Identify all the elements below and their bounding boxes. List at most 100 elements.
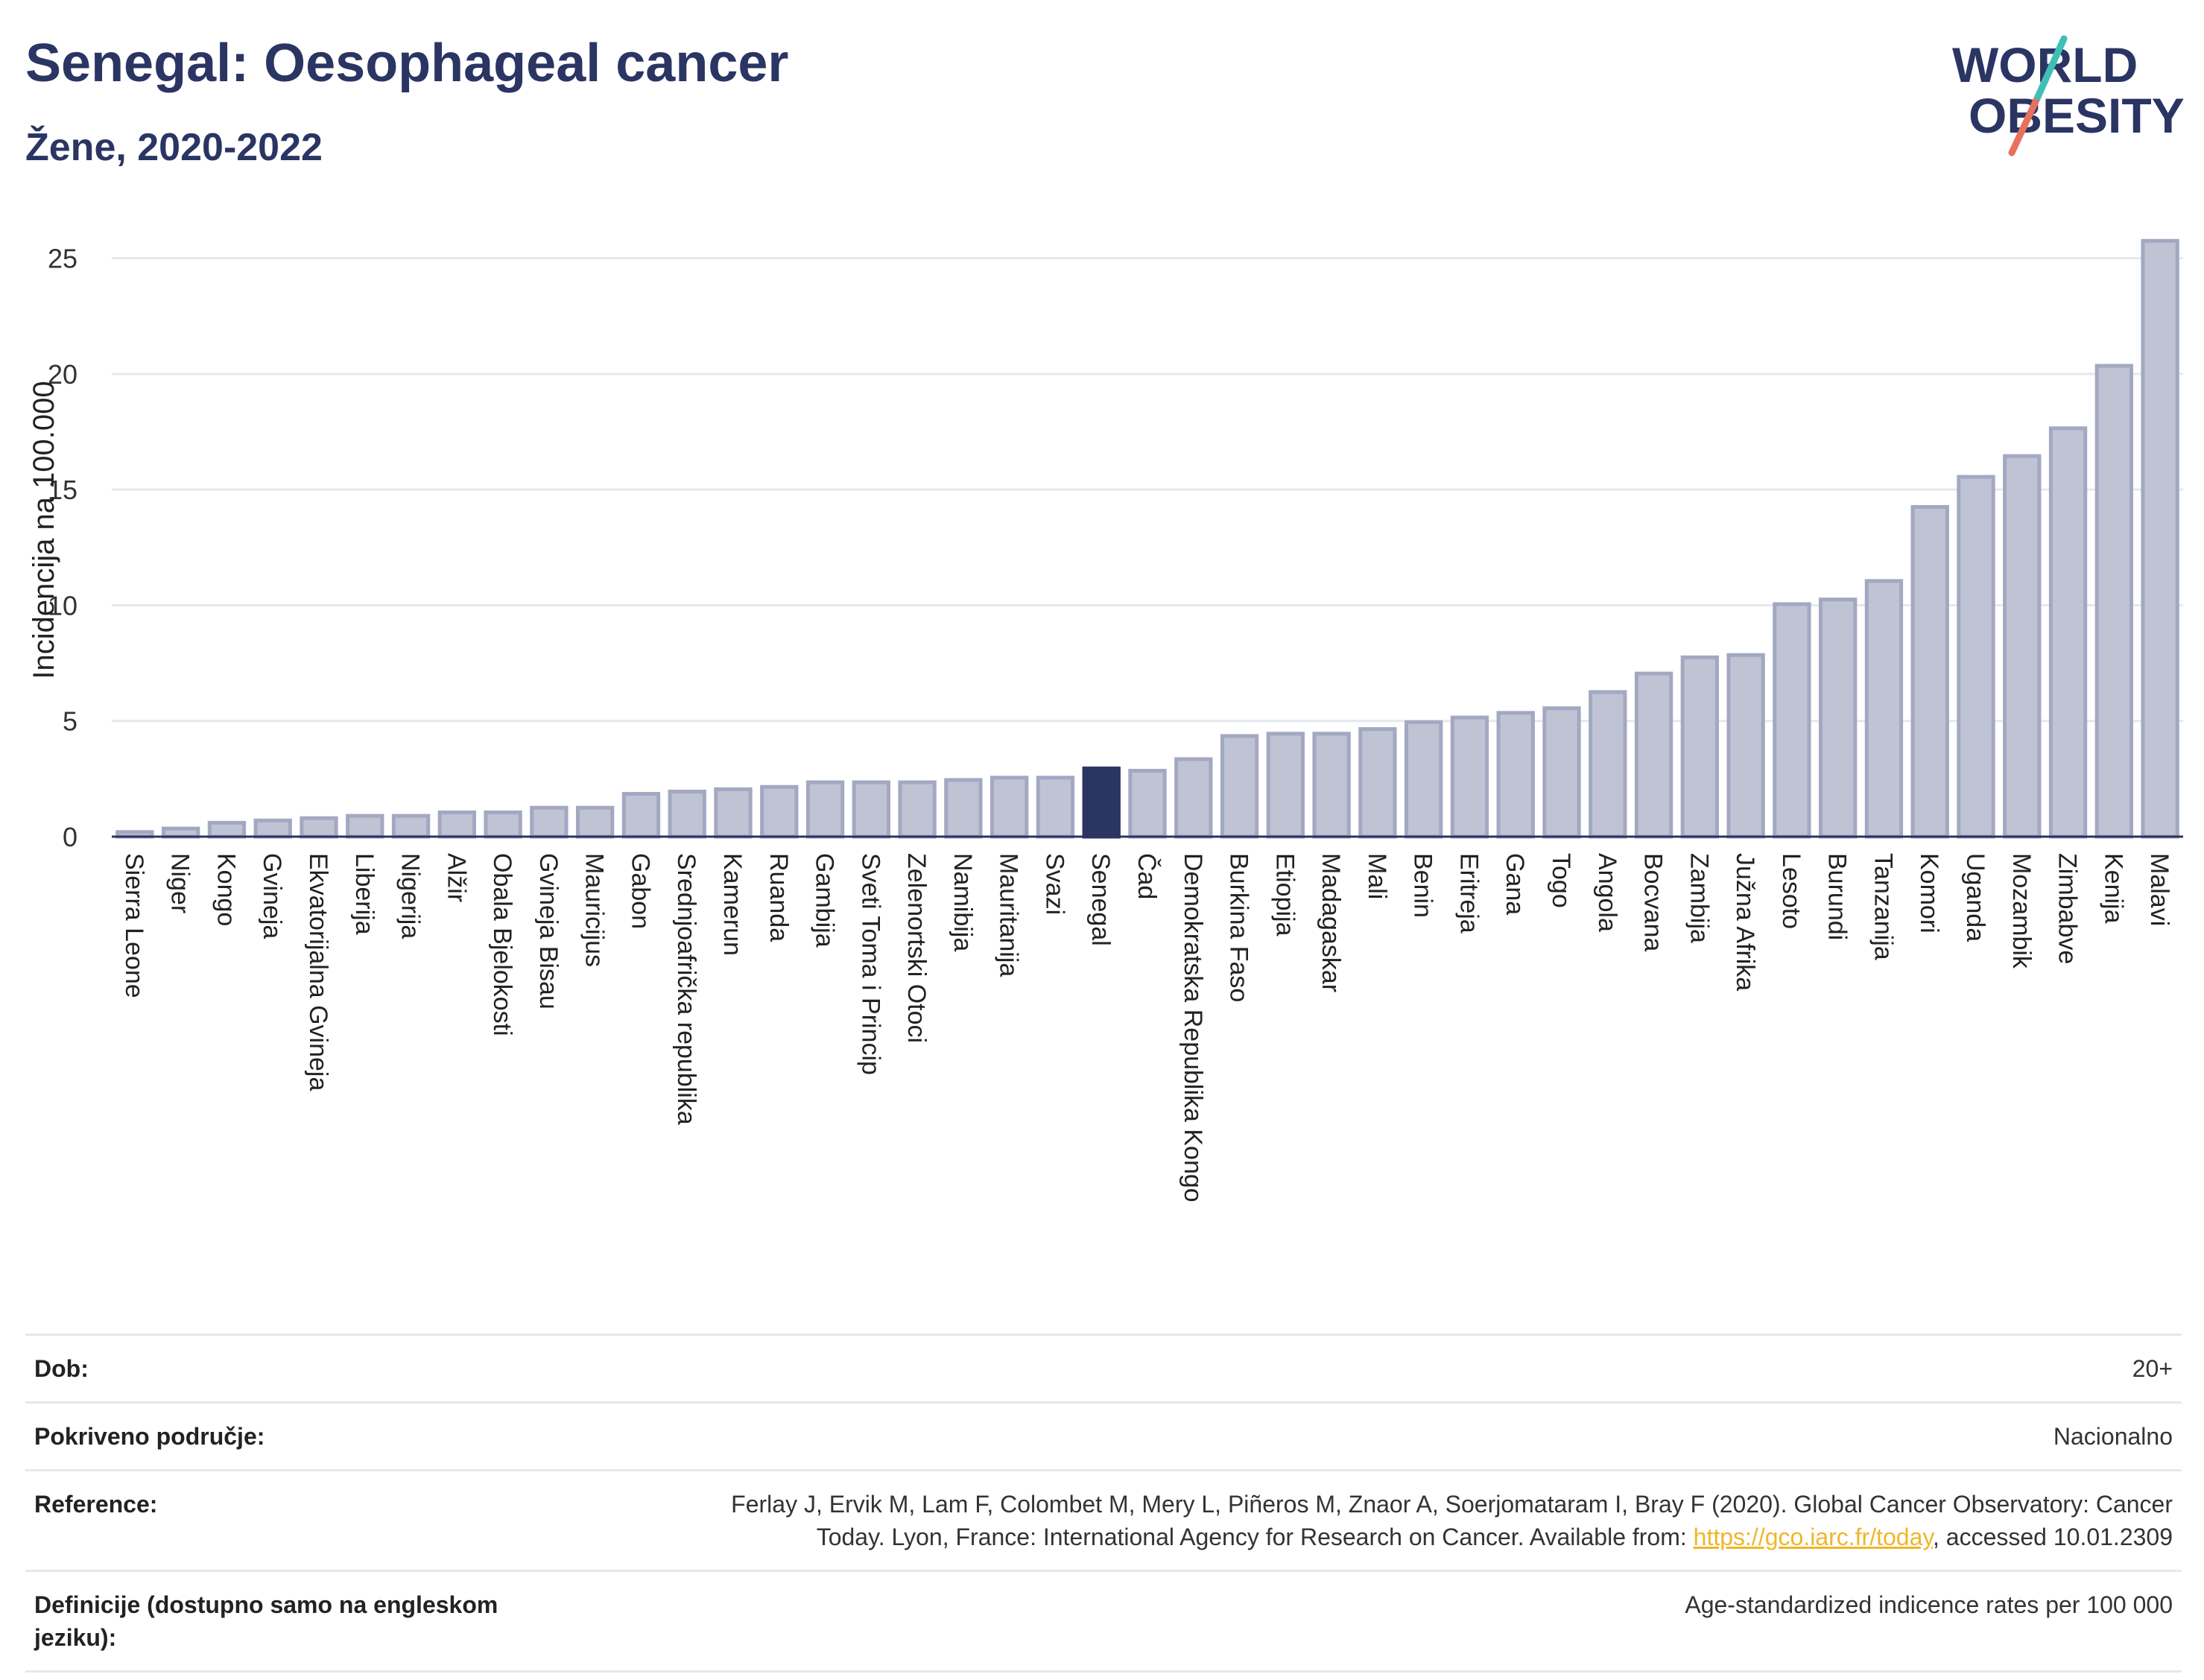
y-tick-label: 15 [48,475,77,505]
bar [484,810,522,839]
x-tick-label: Alžir [442,853,470,902]
bar [391,814,431,839]
x-tick-label: Kenija [2099,853,2127,924]
reference-text-3: , accessed 10.01.2309 [1932,1524,2173,1550]
bar [1450,715,1489,839]
x-tick-label: Bocvana [1639,853,1668,951]
bar [1266,732,1305,839]
bar [1220,734,1259,839]
x-tick-label: Obala Bjelokosti [488,853,516,1036]
bar [1680,655,1720,839]
bar [852,780,890,839]
bar [162,826,200,839]
x-tick-label: Južna Afrika [1731,853,1759,991]
x-tick-label: Gambija [811,853,839,948]
info-row-reference: Reference: Ferlay J, Ervik M, Lam F, Col… [25,1469,2182,1570]
bar [1128,768,1167,839]
bar [805,780,845,839]
x-tick-label: Togo [1547,853,1575,908]
world-obesity-logo: WORLD OBESITY [1952,35,2185,156]
logo-slash-red [2008,93,2042,156]
bar [1819,597,1858,839]
bar [1589,690,1627,839]
x-tick-label: Liberija [350,853,379,935]
bar [1634,671,1673,839]
x-tick-label: Demokratska Republika Kongo [1179,853,1207,1202]
x-tick-label: Mauritanija [995,853,1023,977]
x-tick-label: Gana [1501,853,1529,915]
x-tick-label: Burkina Faso [1225,853,1253,1002]
x-tick-label: Gvineja [258,853,286,939]
x-tick-label: Niger [166,853,194,913]
bar [1773,602,1811,839]
x-tick-label: Etiopija [1270,853,1299,936]
x-tick-label: Gvineja Bisau [534,853,563,1009]
x-tick-label: Zambija [1685,853,1713,943]
x-tick-label: Ruanda [764,853,793,942]
definitions-label: Definicije (dostupno samo na engleskom j… [34,1591,498,1651]
bar [2141,238,2179,839]
bar [207,820,247,839]
x-tick-label: Lesoto [1777,853,1805,929]
x-tick-label: Namibija [949,853,977,951]
bar [1358,727,1397,839]
bar [530,805,569,839]
bar [576,805,615,839]
bar [1036,776,1075,839]
bar [1496,711,1535,839]
bar [990,776,1029,839]
bar [1542,706,1581,839]
coverage-value: Nacionalno [2053,1423,2173,1450]
y-axis-label: Incidencija na 100.000 [28,381,60,679]
bar [1174,757,1213,839]
bar [253,818,292,839]
bar [1957,475,1995,839]
info-table: Dob: 20+ Pokriveno područje: Nacionalno … [25,1334,2182,1673]
page-title: Senegal: Oesophageal cancer [25,34,789,93]
definitions-value: Age-standardized indicence rates per 100… [1685,1591,2173,1618]
bar-chart: 0 5 10 15 20 25 Incidencija na 100.000 Sierra L… [28,238,2183,1202]
age-value: 20+ [2132,1355,2173,1382]
x-tick-label: Gabon [626,853,654,929]
x-tick-label: Nigerija [396,853,425,939]
x-tick-label: Zimbabve [2053,853,2082,964]
bar [621,792,661,839]
bar [346,814,384,839]
reference-text-2: Today. Lyon, France: International Agenc… [816,1524,1694,1550]
x-tick-label: Mozambik [2007,853,2036,969]
reference-label: Reference: [34,1491,158,1518]
bar [437,810,477,839]
bar [1864,579,1904,839]
x-tick-label: Čad [1133,853,1161,899]
y-tick-label: 10 [48,590,77,621]
y-tick-label: 25 [48,244,77,274]
x-tick-label: Mali [1363,853,1391,899]
y-tick-label: 20 [48,359,77,390]
x-tick-label: Malavi [2145,853,2173,926]
x-tick-label: Sierra Leone [120,853,148,998]
bar [2048,426,2088,839]
x-tick-label: Kamerun [718,853,747,956]
x-tick-label: Sveti Toma i Princip [856,853,884,1075]
bar [1405,720,1443,839]
x-tick-label: Angola [1593,853,1621,932]
reference-value: Ferlay J, Ervik M, Lam F, Colombet M, Me… [731,1488,2173,1553]
bar [944,778,983,839]
x-tick-label: Mauricijus [580,853,609,967]
coverage-label: Pokriveno područje: [34,1423,265,1450]
page-subtitle: Žene, 2020-2022 [25,126,323,169]
bar [1726,653,1765,839]
reference-link[interactable]: https://gco.iarc.fr/today [1693,1524,1933,1550]
info-row-age: Dob: 20+ [25,1334,2182,1401]
x-tick-label: Benin [1409,853,1437,918]
x-tick-label: Senegal [1086,853,1115,946]
x-tick-label: Srednjoafrička republika [672,853,700,1125]
x-tick-label: Madagaskar [1317,853,1345,992]
y-tick-label: 5 [63,706,77,737]
bar [760,784,799,839]
logo-slash-teal [2034,35,2068,101]
bar [1910,504,1949,839]
info-row-coverage: Pokriveno područje: Nacionalno [25,1401,2182,1469]
bar [1312,732,1351,839]
bar [714,787,753,839]
